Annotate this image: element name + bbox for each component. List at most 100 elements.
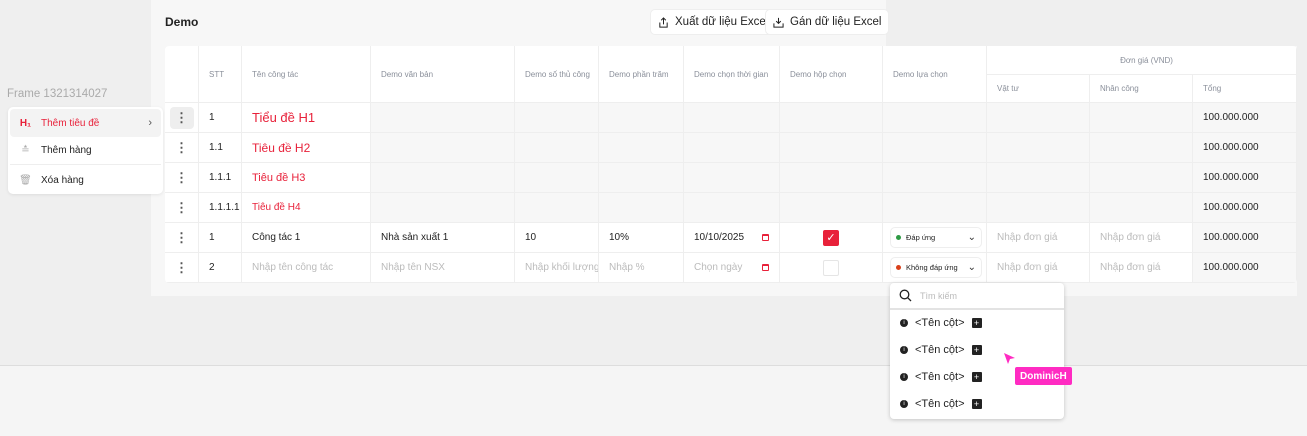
date-value: Chọn ngày bbox=[694, 262, 743, 273]
canvas-bottom bbox=[0, 365, 1307, 436]
info-icon: i bbox=[900, 373, 908, 381]
stt-cell: 1.1 bbox=[199, 133, 242, 163]
import-excel-button[interactable]: Gán dữ liệu Excel bbox=[765, 9, 890, 35]
column-header: Demo lựa chọn bbox=[883, 46, 987, 103]
text-input[interactable]: Nhà sản xuất 1 bbox=[371, 223, 515, 253]
info-icon: i bbox=[900, 346, 908, 354]
menu-item-add-row[interactable]: ≛ Thêm hàng bbox=[10, 136, 161, 164]
date-picker[interactable]: 10/10/2025 bbox=[684, 223, 780, 253]
dropdown-option[interactable]: i <Tên cột> + bbox=[900, 344, 982, 356]
frame-label: Frame 1321314027 bbox=[7, 88, 108, 100]
dropdown-option[interactable]: i <Tên cột> + bbox=[900, 317, 982, 329]
heading-cell[interactable]: Tiểu đề H1 bbox=[242, 103, 371, 133]
row-actions-button[interactable]: ⋮ bbox=[165, 223, 199, 253]
export-excel-button[interactable]: Xuất dữ liệu Excel bbox=[650, 9, 777, 35]
empty-cell bbox=[684, 163, 780, 193]
row-actions-button[interactable]: ⋮ bbox=[165, 193, 199, 223]
row-actions-button[interactable]: ⋮ bbox=[165, 103, 199, 133]
heading-cell[interactable]: Tiêu đề H4 bbox=[242, 193, 371, 223]
chevron-down-icon: ⌄ bbox=[967, 232, 976, 243]
choice-select[interactable]: Không đáp ứng ⌄ bbox=[890, 257, 982, 278]
column-header: Nhân công bbox=[1090, 75, 1193, 103]
empty-cell bbox=[883, 163, 987, 193]
column-header: Tên công tác bbox=[242, 46, 371, 103]
plus-icon[interactable]: + bbox=[971, 372, 982, 382]
data-table: STT Tên công tác Demo văn bản Demo số thủ c… bbox=[165, 46, 1297, 283]
empty-cell bbox=[515, 103, 599, 133]
menu-divider bbox=[10, 164, 161, 165]
material-price-input[interactable]: Nhập đơn giá bbox=[987, 253, 1090, 283]
option-label: <Tên cột> bbox=[915, 317, 965, 329]
plus-icon[interactable]: + bbox=[971, 345, 982, 355]
percent-input[interactable]: Nhập % bbox=[599, 253, 684, 283]
labor-price-input[interactable]: Nhập đơn giá bbox=[1090, 223, 1193, 253]
labor-price-input[interactable]: Nhập đơn giá bbox=[1090, 253, 1193, 283]
download-tray-icon bbox=[773, 17, 784, 28]
column-header: Demo văn bản bbox=[371, 46, 515, 103]
heading-cell[interactable]: Tiêu đề H2 bbox=[242, 133, 371, 163]
choice-value: Không đáp ứng bbox=[906, 263, 958, 272]
checkbox[interactable] bbox=[823, 259, 839, 276]
dropdown-option[interactable]: i <Tên cột> + bbox=[900, 398, 982, 410]
empty-cell bbox=[883, 103, 987, 133]
empty-cell bbox=[1090, 193, 1193, 223]
plus-icon[interactable]: + bbox=[971, 399, 982, 409]
empty-cell bbox=[780, 193, 883, 223]
empty-cell bbox=[883, 193, 987, 223]
total-cell: 100.000.000 bbox=[1193, 193, 1297, 223]
column-header: Demo phần trăm bbox=[599, 46, 684, 103]
search-icon bbox=[899, 289, 912, 302]
empty-cell bbox=[515, 133, 599, 163]
calendar-icon[interactable] bbox=[762, 234, 769, 241]
row-actions-button[interactable]: ⋮ bbox=[165, 163, 199, 193]
checkbox-cell bbox=[780, 253, 883, 283]
status-dot bbox=[896, 265, 901, 270]
row-actions-button[interactable]: ⋮ bbox=[165, 133, 199, 163]
text-input[interactable]: Nhập tên NSX bbox=[371, 253, 515, 283]
option-label: <Tên cột> bbox=[915, 371, 965, 383]
number-input[interactable]: 10 bbox=[515, 223, 599, 253]
dropdown-search-input[interactable]: Tìm kiếm bbox=[890, 283, 1064, 310]
active-row-actions[interactable]: ⋮ bbox=[169, 106, 194, 129]
stt-cell: 1.1.1 bbox=[199, 163, 242, 193]
dropdown-option[interactable]: i <Tên cột> + bbox=[900, 371, 982, 383]
total-cell: 100.000.000 bbox=[1193, 133, 1297, 163]
collaborator-cursor-icon bbox=[1004, 353, 1015, 364]
choice-select[interactable]: Đáp ứng ⌄ bbox=[890, 227, 982, 248]
number-input[interactable]: Nhập khối lượng bbox=[515, 253, 599, 283]
checkbox[interactable]: ✓ bbox=[823, 229, 839, 246]
heading-cell[interactable]: Tiêu đề H3 bbox=[242, 163, 371, 193]
group-header: Đơn giá (VND) bbox=[987, 46, 1297, 75]
row-actions-button[interactable]: ⋮ bbox=[165, 253, 199, 283]
menu-item-label: Thêm tiêu đề bbox=[41, 117, 100, 129]
empty-cell bbox=[515, 193, 599, 223]
row-context-menu: H₁ Thêm tiêu đề › ≛ Thêm hàng 🗑 Xóa hàng bbox=[8, 107, 163, 194]
empty-cell bbox=[883, 133, 987, 163]
more-vertical-icon: ⋮ bbox=[175, 259, 188, 275]
empty-cell bbox=[684, 133, 780, 163]
plus-icon[interactable]: + bbox=[971, 318, 982, 328]
empty-cell bbox=[599, 163, 684, 193]
checkbox-cell: ✓ bbox=[780, 223, 883, 253]
info-icon: i bbox=[900, 319, 908, 327]
material-price-input[interactable]: Nhập đơn giá bbox=[987, 223, 1090, 253]
stt-cell: 1.1.1.1 bbox=[199, 193, 242, 223]
task-name-input[interactable]: Nhập tên công tác bbox=[242, 253, 371, 283]
empty-cell bbox=[599, 133, 684, 163]
stt-cell: 2 bbox=[199, 253, 242, 283]
upload-icon bbox=[659, 16, 668, 28]
calendar-icon[interactable] bbox=[762, 264, 769, 271]
empty-cell bbox=[515, 163, 599, 193]
column-header: STT bbox=[199, 46, 242, 103]
empty-cell bbox=[1090, 163, 1193, 193]
date-picker[interactable]: Chọn ngày bbox=[684, 253, 780, 283]
empty-cell bbox=[987, 163, 1090, 193]
choice-value: Đáp ứng bbox=[906, 233, 936, 242]
total-cell: 100.000.000 bbox=[1193, 103, 1297, 133]
empty-cell bbox=[780, 103, 883, 133]
menu-item-add-heading[interactable]: H₁ Thêm tiêu đề › bbox=[10, 109, 161, 137]
empty-cell bbox=[371, 163, 515, 193]
percent-input[interactable]: 10% bbox=[599, 223, 684, 253]
task-name-input[interactable]: Công tác 1 bbox=[242, 223, 371, 253]
menu-item-delete-row[interactable]: 🗑 Xóa hàng bbox=[10, 166, 161, 194]
